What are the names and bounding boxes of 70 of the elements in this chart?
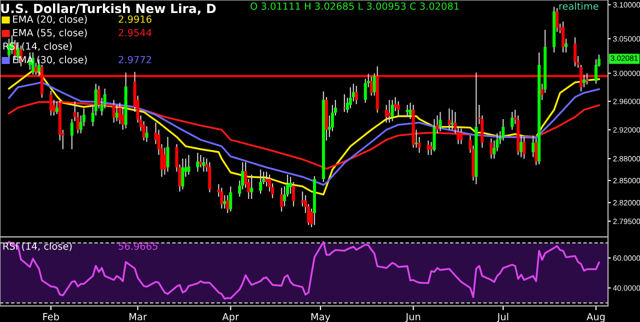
candlestick [556,8,559,32]
candlestick [280,187,284,212]
candlestick [438,111,442,132]
candlestick [292,181,296,207]
x-tick-label: Aug [586,313,605,322]
candlestick [502,118,505,142]
x-tick-label: Jun [405,313,420,322]
candlestick [532,134,535,158]
candlestick [564,38,568,54]
candlestick [166,136,170,172]
annotation: realtime [559,2,598,10]
candlestick [259,168,262,194]
annotation: 56.9665 [118,242,158,250]
chart-title: U.S. Dollar/Turkish New Lira, D [1,4,216,15]
candlestick [582,74,586,88]
candlestick [522,136,526,160]
annotation: 2.9544 [118,28,152,36]
legend-label: EMA (20, close) [13,15,87,24]
candlestick [187,154,190,176]
series-label: RSI (14, close) [3,242,72,251]
candlestick [55,100,58,115]
candlestick [406,104,409,118]
candlestick [226,194,230,214]
candlestick [460,128,463,145]
candlestick [562,21,565,54]
x-tick-label: Apr [222,313,240,322]
candlestick [364,78,367,104]
candlestick [223,194,226,210]
candlestick [220,187,224,210]
x-tick-label: Jul [496,312,508,322]
candlestick [390,99,394,122]
line-series [8,81,600,186]
candlestick [265,171,268,187]
candlestick [396,100,400,116]
candlestick [196,152,200,172]
candlestick [372,72,376,96]
annotation: 2.9916 [118,15,152,23]
candlestick [490,138,493,160]
candlestick [426,140,430,156]
candlestick [250,174,254,200]
candlestick [342,94,346,112]
candlestick [199,154,202,168]
legend-label: EMA (55, close) [13,28,87,38]
candlestick [208,162,212,193]
candlestick [354,85,358,105]
candlestick [448,108,451,130]
candlestick [574,36,577,67]
annotation: 2.9772 [118,56,152,64]
candlestick [115,104,118,122]
candlestick [594,58,598,84]
candlestick [181,158,184,190]
candlestick [202,156,206,172]
candlestick [229,186,232,212]
candlestick [384,104,388,124]
candlestick [534,138,538,166]
candlestick [348,86,352,109]
annotation: RSI (14, close) [3,42,72,51]
candlestick [70,118,74,150]
annotation: O 3.01111 H 3.02685 L 3.00953 C 3.02081 [250,2,459,10]
x-tick-label: May [311,313,330,322]
candlestick [450,109,454,130]
x-tick-label: Mar [130,313,147,320]
candlestick [112,99,116,124]
candlestick [414,129,418,148]
candlestick [408,102,412,120]
candlestick [432,118,436,152]
x-tick-label: Feb [43,312,59,320]
candlestick [49,90,52,116]
candlestick [510,111,514,130]
candlestick [388,99,391,124]
